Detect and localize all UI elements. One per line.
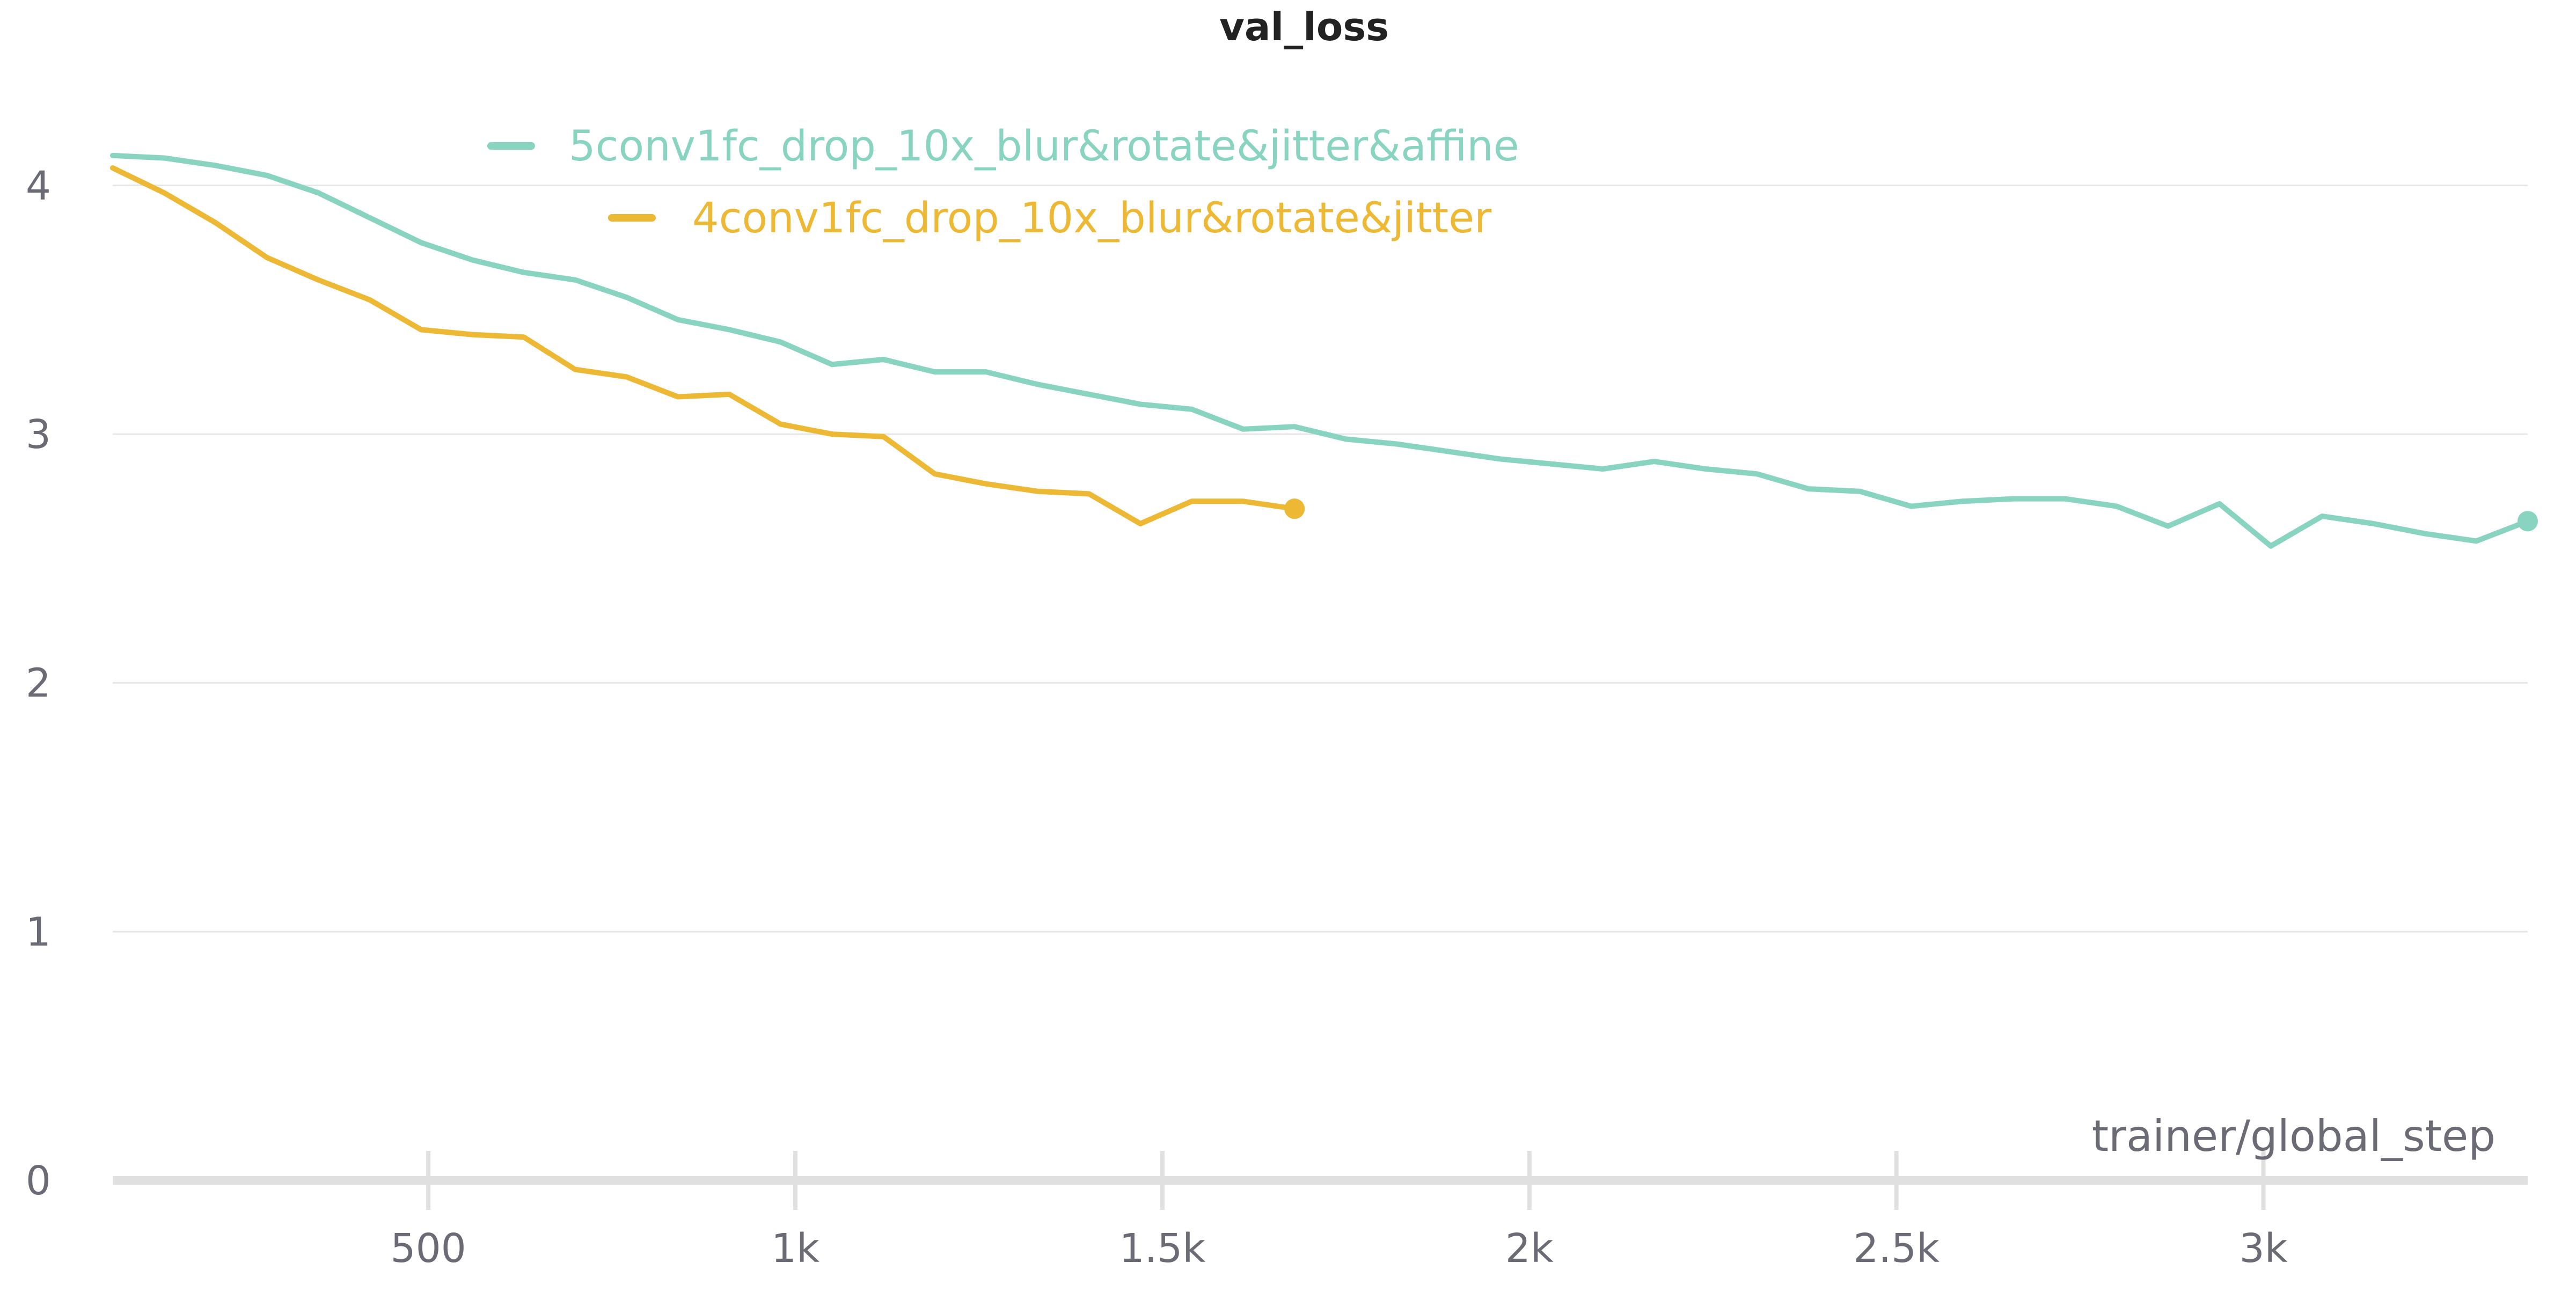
series-layer — [110, 152, 2538, 549]
x-tick-label: 1.5k — [1119, 1225, 1206, 1272]
legend-item-2[interactable]: 4conv1fc_drop_10x_blur&rotate&jitter — [608, 194, 1492, 243]
x-tick-label: 2k — [1505, 1225, 1554, 1272]
x-tick-label: 1k — [771, 1225, 819, 1272]
y-tick-label: 4 — [26, 163, 51, 209]
series-line-1[interactable] — [110, 152, 2530, 549]
legend-label: 4conv1fc_drop_10x_blur&rotate&jitter — [692, 194, 1492, 243]
x-tick-label: 3k — [2240, 1225, 2288, 1272]
legend-item-1[interactable]: 5conv1fc_drop_10x_blur&rotate&jitter&aff… — [487, 122, 1519, 171]
x-axis-label: trainer/global_step — [2092, 1111, 2496, 1161]
grid — [113, 184, 2528, 933]
y-tick-label: 2 — [26, 660, 51, 707]
series-end-point-1[interactable] — [2518, 511, 2538, 532]
legend[interactable]: 5conv1fc_drop_10x_blur&rotate&jitter&aff… — [487, 122, 1519, 243]
y-axis: 0 1 2 3 4 — [26, 163, 51, 1204]
chart-title: val_loss — [1219, 4, 1389, 49]
series-line-2[interactable] — [110, 165, 1298, 526]
y-tick-label: 1 — [26, 909, 51, 955]
x-tick-label: 2.5k — [1853, 1225, 1940, 1272]
legend-label: 5conv1fc_drop_10x_blur&rotate&jitter&aff… — [569, 122, 1519, 171]
y-tick-label: 0 — [26, 1158, 51, 1204]
series-end-point-2[interactable] — [1284, 498, 1305, 519]
x-tick-label: 500 — [391, 1225, 466, 1272]
x-axis: 500 1k 1.5k 2k 2.5k 3k — [113, 1151, 2528, 1272]
y-tick-label: 3 — [26, 412, 51, 458]
